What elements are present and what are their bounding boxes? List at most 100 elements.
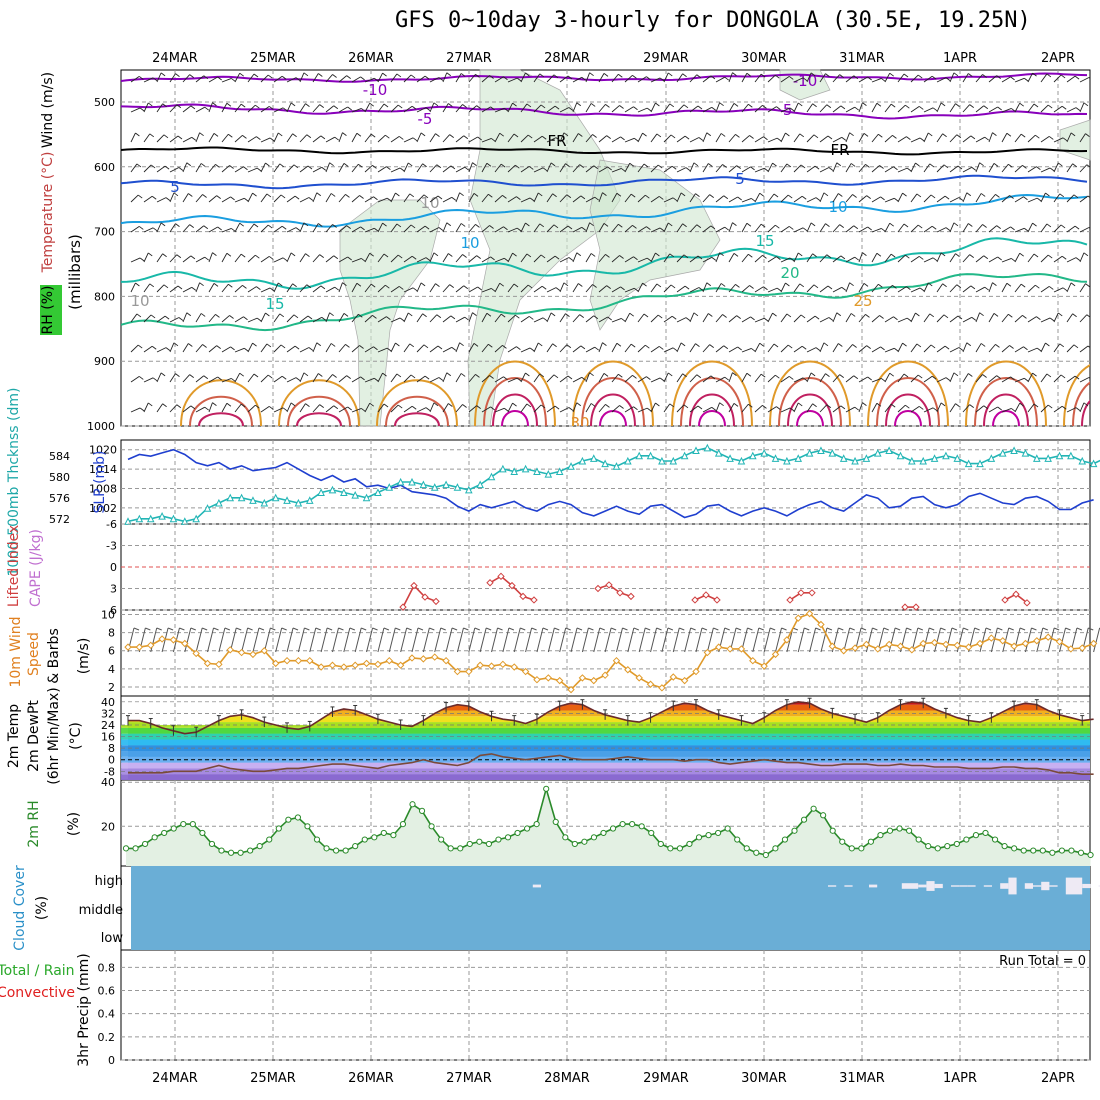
wind-barb-flag bbox=[139, 376, 144, 380]
wind-barb bbox=[559, 132, 565, 143]
wind-speed-line-point bbox=[555, 676, 564, 685]
wind-barb-flag bbox=[903, 373, 909, 378]
wind-barb-flag bbox=[632, 224, 637, 229]
wind-barb-flag bbox=[995, 343, 1000, 348]
wind-barb bbox=[910, 74, 919, 83]
surface-wind-barb-flag bbox=[929, 627, 935, 631]
wind-barb bbox=[325, 224, 333, 233]
wind-barb-flag bbox=[655, 402, 660, 407]
wind-barb-flag bbox=[162, 103, 167, 108]
wind-barb bbox=[624, 256, 634, 263]
wind-barb bbox=[975, 405, 985, 413]
dewpoint-line bbox=[128, 753, 1094, 775]
date-label-bottom: 26MAR bbox=[348, 1071, 394, 1086]
wind-barb-flag bbox=[578, 133, 583, 137]
wind-barb-flag bbox=[491, 288, 496, 292]
temp2m-axis-label-1: 2m Temp bbox=[6, 704, 22, 768]
wind-barb-flag bbox=[150, 164, 156, 169]
wind-barb bbox=[143, 377, 154, 383]
wind-barb-flag bbox=[217, 376, 222, 381]
slp-tick-label: 1020 bbox=[89, 444, 117, 457]
wind-barb-flag bbox=[594, 196, 600, 201]
wind-barb bbox=[884, 134, 893, 143]
wind-barb bbox=[676, 223, 683, 233]
rh-line-point bbox=[676, 845, 684, 852]
wind-barb-flag bbox=[710, 75, 716, 80]
wind-barb-flag bbox=[606, 285, 611, 289]
wind-barb bbox=[572, 195, 582, 203]
wind-barb-flag bbox=[881, 378, 886, 382]
wind-barb bbox=[377, 403, 385, 413]
surface-wind-barb-flag bbox=[963, 627, 969, 631]
wind-barb-flag bbox=[854, 106, 860, 111]
wind-barb-flag bbox=[162, 253, 167, 258]
wind-barb bbox=[598, 223, 605, 233]
wind-barb-flag bbox=[579, 314, 584, 318]
wind-barb bbox=[663, 197, 674, 203]
wind-barb bbox=[585, 103, 592, 113]
wind-barb-flag bbox=[160, 222, 166, 227]
contour-dome bbox=[796, 410, 824, 426]
rh-line-point bbox=[657, 840, 664, 848]
cloud-units-label: (%) bbox=[34, 896, 50, 920]
wind-barb bbox=[806, 315, 816, 323]
wind-barb bbox=[182, 136, 193, 143]
wind-barb bbox=[494, 76, 504, 83]
wind-barb-flag bbox=[1083, 402, 1089, 407]
wind-barb-flag bbox=[136, 163, 142, 168]
surface-wind-barb-flag bbox=[224, 627, 231, 631]
wind-barb bbox=[1040, 136, 1050, 143]
wind-barb bbox=[650, 402, 656, 413]
wind-barb bbox=[559, 163, 566, 173]
wind-barb bbox=[351, 163, 359, 173]
wind-barb-flag bbox=[942, 283, 947, 288]
temp-axis-label: Temperature (°C) bbox=[40, 152, 56, 274]
wind-barb bbox=[507, 377, 518, 383]
rh-line-point bbox=[380, 829, 387, 837]
thickness-line-point bbox=[215, 498, 223, 507]
wind-barb-flag bbox=[459, 342, 464, 347]
cloud-level-label: low bbox=[101, 931, 124, 946]
wind-barb bbox=[312, 404, 321, 413]
cloud-high-bar bbox=[1041, 881, 1050, 891]
thickness-line-point bbox=[624, 456, 632, 465]
wind-speed-line-point bbox=[658, 684, 666, 692]
wind-speed-line-point bbox=[1033, 637, 1041, 645]
rh-line-point bbox=[600, 829, 607, 837]
wind-barb-flag bbox=[226, 102, 232, 107]
surface-wind-barb-flag bbox=[485, 627, 492, 631]
wind-barb-flag bbox=[420, 282, 426, 287]
wind-barb bbox=[481, 406, 491, 413]
wind-barb-flag bbox=[944, 195, 950, 200]
wind-barb-flag bbox=[537, 192, 543, 197]
wind-barb bbox=[923, 282, 929, 293]
surface-wind-barb bbox=[377, 627, 385, 653]
wind-barb bbox=[663, 253, 671, 263]
rh-line-point bbox=[447, 845, 454, 852]
wind-barb bbox=[624, 106, 634, 113]
wind-barb bbox=[910, 162, 916, 173]
wind-barb bbox=[520, 284, 529, 293]
wind-barb-flag bbox=[386, 347, 392, 352]
wind-barb-flag bbox=[450, 315, 456, 320]
wind-barb bbox=[923, 194, 932, 203]
wind-barb bbox=[975, 224, 983, 233]
wind-barb bbox=[520, 197, 531, 203]
wind-barb-flag bbox=[369, 402, 374, 407]
wind-barb-flag bbox=[854, 256, 860, 261]
wind-barb-flag bbox=[841, 286, 847, 291]
lifted-index-line-point bbox=[519, 592, 527, 601]
wind-barb bbox=[156, 222, 162, 233]
wind-barb-flag bbox=[589, 222, 594, 227]
wind-barb-flag bbox=[1033, 253, 1039, 258]
wind-barb-flag bbox=[396, 223, 402, 228]
wind-barb-flag bbox=[281, 225, 287, 230]
wind-barb-flag bbox=[176, 404, 182, 409]
wind-barb bbox=[403, 312, 409, 323]
wind-barb-flag bbox=[915, 162, 920, 167]
wind-barb bbox=[819, 135, 829, 143]
precip-axis-label: 3hr Precip (mm) bbox=[76, 953, 92, 1066]
wind-barb-flag bbox=[696, 224, 702, 229]
date-label-top: 27MAR bbox=[446, 51, 492, 66]
